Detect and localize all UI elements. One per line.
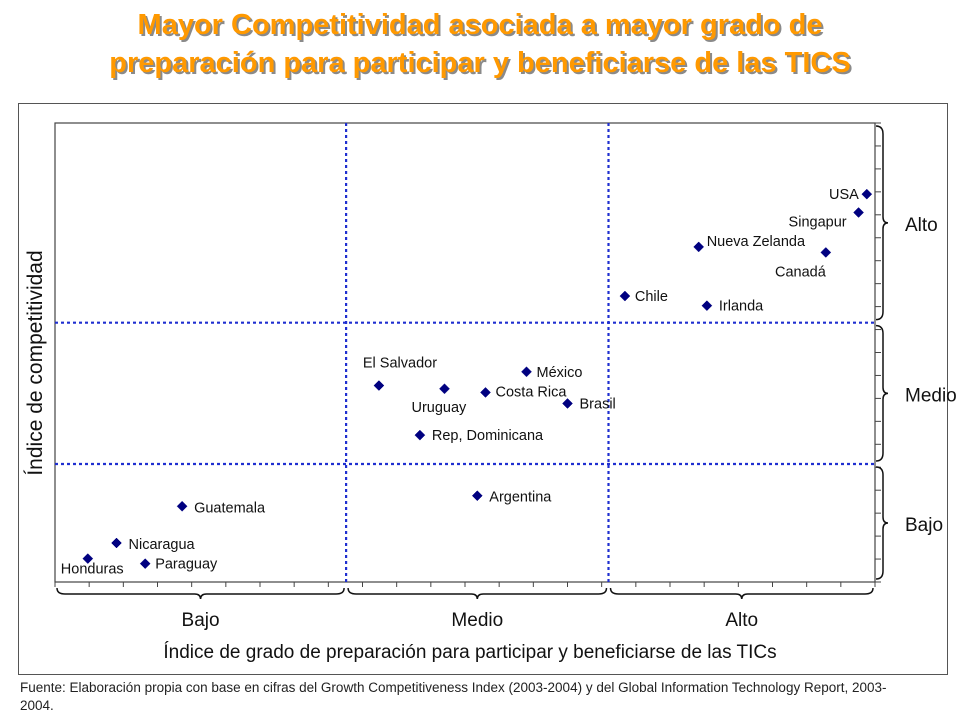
source-note: Fuente: Elaboración propia con base en c… [20, 680, 887, 713]
chart-title-line2: preparación para participar y beneficiar… [109, 47, 851, 79]
data-point-label: Uruguay [412, 400, 468, 416]
data-point-label: Canadá [775, 264, 827, 280]
data-point-label: Guatemala [194, 500, 266, 516]
data-point-label: Rep, Dominicana [432, 428, 544, 444]
data-point-label: Nueva Zelanda [707, 234, 806, 250]
data-point-marker [414, 429, 426, 441]
data-point-label: Paraguay [155, 557, 218, 573]
x-brace-bajo [56, 587, 345, 600]
data-point-label: Chile [635, 289, 668, 305]
data-point-marker [701, 300, 713, 312]
data-point-marker [562, 398, 573, 409]
data-point-marker [82, 553, 94, 564]
data-point-marker [471, 490, 483, 502]
y-axis-label: Índice de competitividad [24, 250, 47, 475]
y-brace-medio [875, 324, 889, 462]
data-point-marker [820, 247, 832, 258]
data-point-label: Brasil [580, 396, 616, 412]
x-brace-medio [347, 587, 608, 600]
data-point-marker [693, 241, 705, 253]
y-category-label: Medio [905, 385, 957, 406]
data-point-marker [373, 380, 385, 391]
data-point-marker [853, 207, 864, 218]
y-category-label: Bajo [905, 515, 943, 536]
x-brace-alto [609, 587, 874, 600]
y-brace-bajo [875, 466, 889, 580]
data-point-marker [480, 387, 491, 398]
data-point-label: Costa Rica [496, 384, 568, 400]
y-brace-alto [875, 125, 889, 321]
x-category-label: Bajo [182, 610, 220, 631]
x-category-label: Medio [451, 610, 503, 631]
data-point-marker [439, 383, 450, 395]
plot-area-border [54, 122, 876, 583]
data-point-label: Singapur [789, 215, 847, 231]
data-point-label: Nicaragua [129, 537, 196, 553]
x-axis-label: Índice de grado de preparación para part… [163, 642, 776, 663]
data-point-marker [176, 500, 188, 512]
data-point-marker [861, 188, 873, 200]
y-category-label: Alto [905, 215, 938, 236]
data-point-marker [139, 558, 151, 569]
data-point-label: El Salvador [363, 356, 437, 372]
data-point-label: Honduras [61, 562, 124, 578]
chart-title-line1: Mayor Competitividad asociada a mayor gr… [137, 9, 823, 41]
data-point-marker [521, 366, 532, 378]
x-category-label: Alto [725, 610, 758, 631]
data-point-label: USA [829, 187, 859, 203]
data-point-label: Irlanda [719, 299, 764, 315]
data-point-marker [111, 537, 122, 549]
chart-title: Mayor Competitividad asociada a mayor gr… [0, 6, 960, 82]
data-point-label: México [537, 365, 583, 381]
data-point-label: Argentina [489, 490, 552, 506]
chart-frame [18, 103, 948, 675]
data-point-marker [619, 290, 631, 302]
